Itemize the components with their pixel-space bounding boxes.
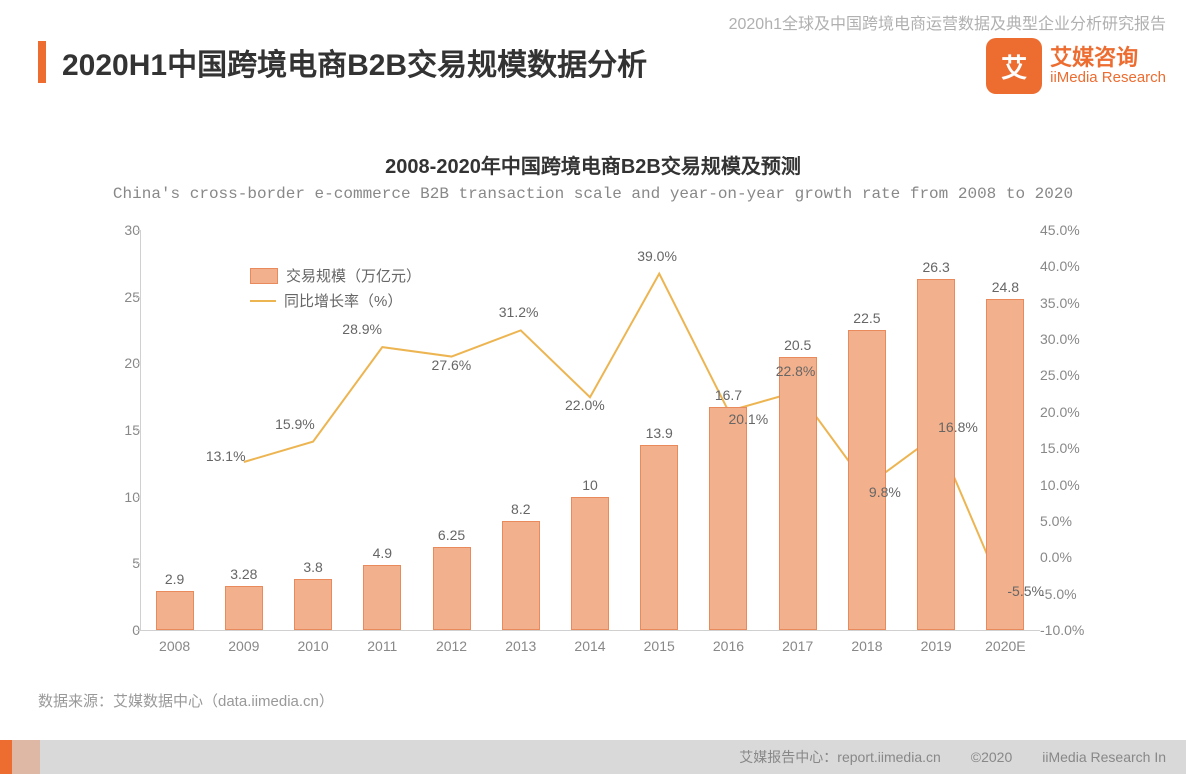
brand-name-cn: 艾媒咨询	[1050, 46, 1166, 70]
report-header-line: 2020h1全球及中国跨境电商运营数据及典型企业分析研究报告	[729, 10, 1166, 34]
bar-value-label: 2.9	[165, 571, 184, 587]
x-tick: 2019	[921, 638, 952, 654]
y-left-tick: 15	[100, 422, 140, 438]
y-right-tick: 20.0%	[1040, 404, 1100, 420]
y-axis-right: -10.0%-5.0%0.0%5.0%10.0%15.0%20.0%25.0%3…	[1040, 230, 1100, 630]
y-right-tick: -5.0%	[1040, 586, 1100, 602]
y-left-tick: 10	[100, 489, 140, 505]
y-right-tick: 35.0%	[1040, 295, 1100, 311]
bar	[156, 591, 194, 630]
bar	[986, 299, 1024, 630]
bar	[225, 586, 263, 630]
bar	[294, 579, 332, 630]
y-right-tick: 10.0%	[1040, 477, 1100, 493]
y-left-tick: 20	[100, 355, 140, 371]
bar-value-label: 4.9	[373, 545, 392, 561]
chart-title-en: China's cross-border e-commerce B2B tran…	[0, 185, 1186, 203]
bar	[571, 497, 609, 630]
y-right-tick: 0.0%	[1040, 549, 1100, 565]
bar-value-label: 13.9	[646, 425, 673, 441]
footer-report-center: 艾媒报告中心：report.iimedia.cn	[739, 747, 941, 767]
bar-value-label: 16.7	[715, 387, 742, 403]
line-value-label: 22.8%	[776, 363, 816, 379]
x-tick: 2010	[297, 638, 328, 654]
bar-value-label: 24.8	[992, 279, 1019, 295]
footer-copyright: ©2020	[971, 749, 1012, 765]
bar	[709, 407, 747, 630]
y-left-tick: 5	[100, 555, 140, 571]
y-axis-left: 051015202530	[100, 230, 140, 630]
title-accent-bar	[38, 41, 46, 83]
line-value-label: 28.9%	[342, 321, 382, 337]
line-value-label: 9.8%	[869, 484, 901, 500]
bar	[848, 330, 886, 630]
bar-value-label: 3.28	[230, 566, 257, 582]
line-value-label: 22.0%	[565, 397, 605, 413]
brand-block: 艾 艾媒咨询 iiMedia Research	[986, 38, 1166, 94]
bar-value-label: 26.3	[923, 259, 950, 275]
x-axis: 2008 2009 2010 2011 2012 2013 2014 2015 2016 2017…	[140, 630, 1040, 660]
line-value-label: 20.1%	[728, 411, 768, 427]
y-left-tick: 30	[100, 222, 140, 238]
bar-value-label: 20.5	[784, 337, 811, 353]
line-value-label: 16.8%	[938, 419, 978, 435]
footer-right: iiMedia Research In	[1042, 749, 1166, 765]
y-right-tick: 25.0%	[1040, 367, 1100, 383]
x-tick: 2008	[159, 638, 190, 654]
y-left-tick: 0	[100, 622, 140, 638]
page-title: 2020H1中国跨境电商B2B交易规模数据分析	[62, 40, 647, 84]
chart-area: 051015202530 -10.0%-5.0%0.0%5.0%10.0%15.…	[100, 230, 1110, 660]
line-value-label: -5.5%	[1007, 583, 1044, 599]
bar	[779, 357, 817, 630]
line-value-label: 13.1%	[206, 448, 246, 464]
line-value-label: 27.6%	[432, 357, 472, 373]
y-right-tick: 45.0%	[1040, 222, 1100, 238]
x-tick: 2013	[505, 638, 536, 654]
page-title-wrap: 2020H1中国跨境电商B2B交易规模数据分析	[38, 40, 647, 84]
bar	[917, 279, 955, 630]
x-tick: 2018	[851, 638, 882, 654]
x-tick: 2009	[228, 638, 259, 654]
bar	[433, 547, 471, 630]
bar-value-label: 10	[582, 477, 598, 493]
x-tick: 2012	[436, 638, 467, 654]
bar-value-label: 3.8	[303, 559, 322, 575]
bar	[363, 565, 401, 630]
line-value-label: 39.0%	[637, 248, 677, 264]
x-tick: 2011	[367, 638, 397, 654]
bar-value-label: 22.5	[853, 310, 880, 326]
brand-name-en: iiMedia Research	[1050, 70, 1166, 87]
bar-value-label: 6.25	[438, 527, 465, 543]
bar-value-label: 8.2	[511, 501, 530, 517]
x-tick: 2015	[644, 638, 675, 654]
line-value-label: 31.2%	[499, 304, 539, 320]
y-right-tick: 40.0%	[1040, 258, 1100, 274]
y-left-tick: 25	[100, 289, 140, 305]
x-tick: 2017	[782, 638, 813, 654]
y-right-tick: 30.0%	[1040, 331, 1100, 347]
y-right-tick: 5.0%	[1040, 513, 1100, 529]
brand-logo-icon: 艾	[986, 38, 1042, 94]
footer-bar: 艾媒报告中心：report.iimedia.cn ©2020 iiMedia R…	[0, 740, 1186, 774]
x-tick: 2016	[713, 638, 744, 654]
bar	[640, 445, 678, 630]
plot-area: 交易规模（万亿元） 同比增长率（%） 2.93.283.84.96.258.21…	[140, 230, 1040, 630]
bar	[502, 521, 540, 630]
y-right-tick: 15.0%	[1040, 440, 1100, 456]
chart-title-cn: 2008-2020年中国跨境电商B2B交易规模及预测	[0, 150, 1186, 179]
line-value-label: 15.9%	[275, 416, 315, 432]
data-source-line: 数据来源：艾媒数据中心（data.iimedia.cn）	[38, 690, 334, 711]
footer-accent-icon	[0, 740, 40, 774]
y-right-tick: -10.0%	[1040, 622, 1100, 638]
x-tick: 2014	[574, 638, 605, 654]
x-tick: 2020E	[985, 638, 1025, 654]
